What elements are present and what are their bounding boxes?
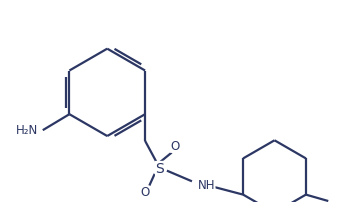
Text: O: O: [141, 186, 150, 199]
Text: S: S: [156, 162, 164, 176]
Text: O: O: [170, 140, 180, 153]
Text: NH: NH: [198, 179, 215, 192]
Text: H₂N: H₂N: [16, 124, 38, 137]
